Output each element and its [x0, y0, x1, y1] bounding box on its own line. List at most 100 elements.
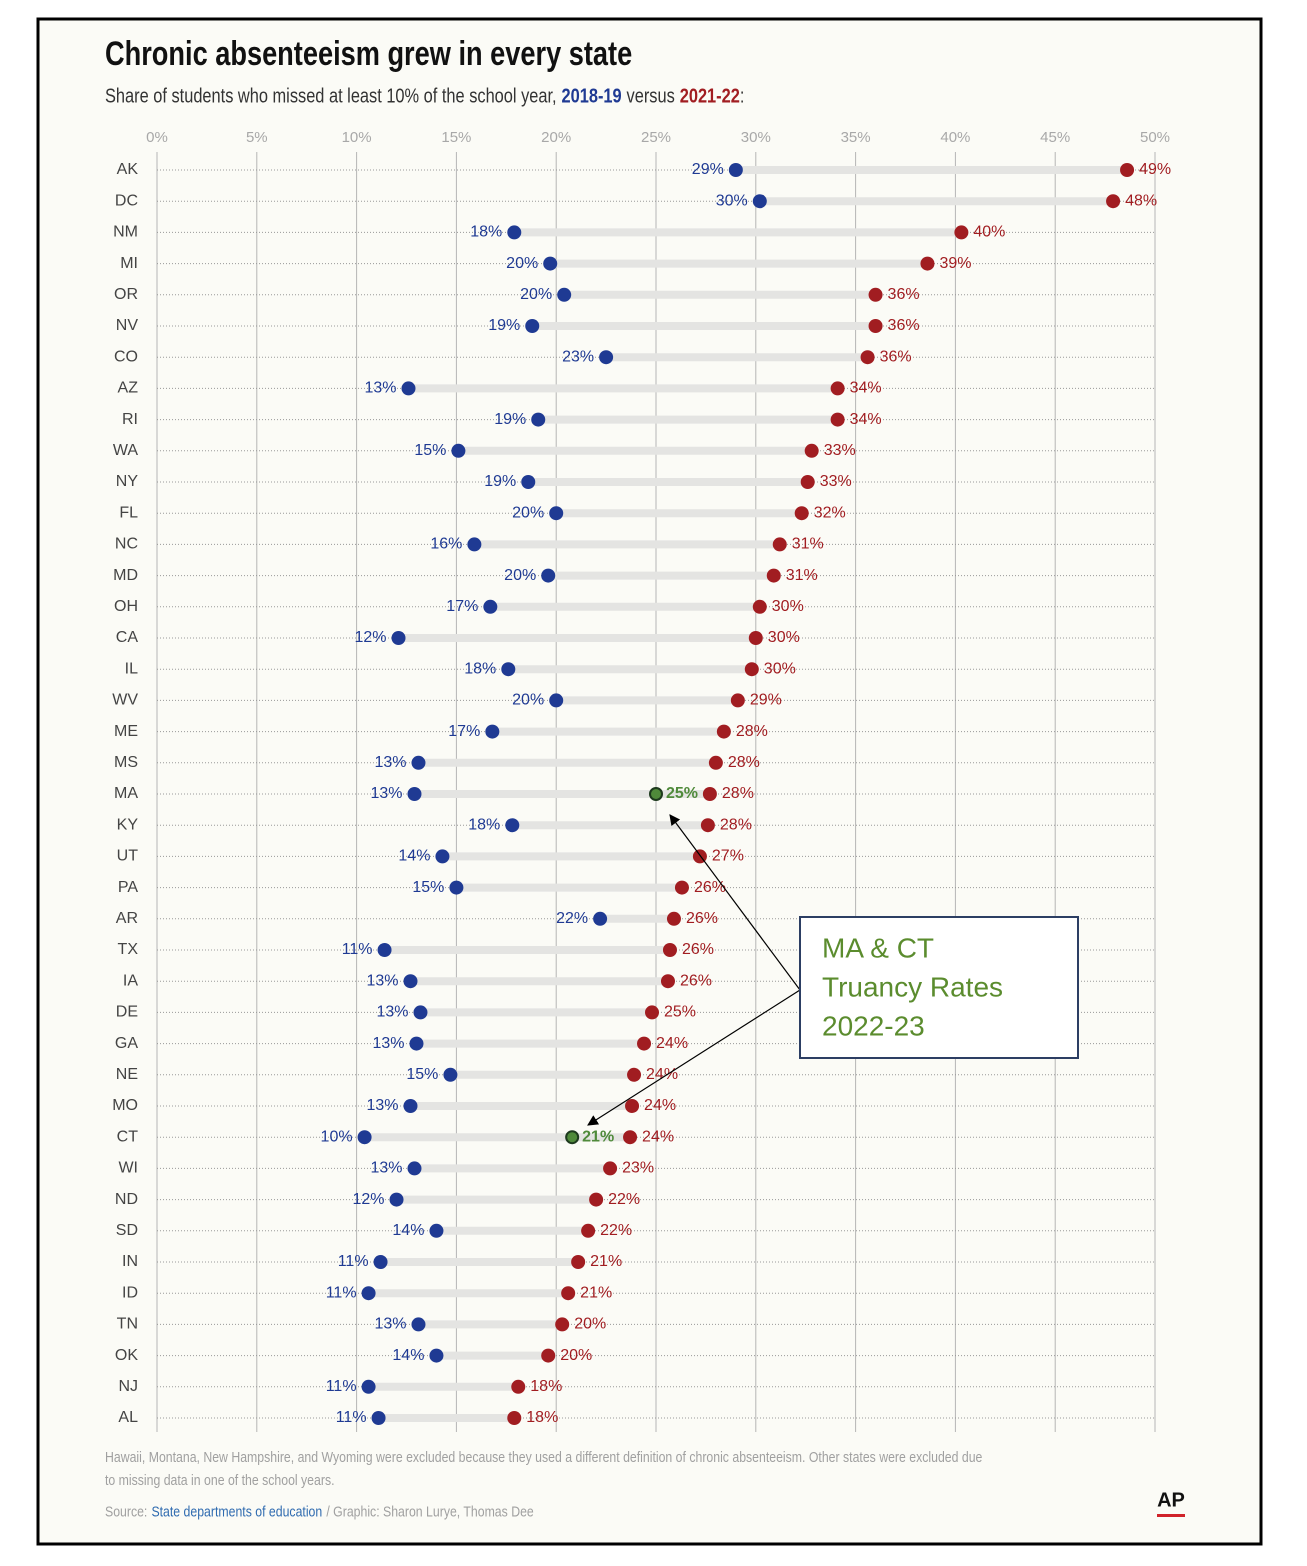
- dot: [507, 1411, 522, 1425]
- y-tick-label: NC: [115, 536, 138, 553]
- highlight-dot: [649, 787, 663, 801]
- y-tick-label: DE: [116, 1004, 138, 1021]
- value-label: 15%: [412, 879, 444, 896]
- dot: [531, 412, 546, 427]
- value-label: 16%: [430, 536, 462, 553]
- dot: [411, 755, 426, 770]
- value-label: 23%: [622, 1160, 654, 1177]
- value-label: 33%: [824, 442, 856, 459]
- x-tick-label: 15%: [441, 129, 471, 146]
- value-label: 26%: [686, 910, 718, 927]
- y-tick-label: OK: [115, 1347, 138, 1364]
- dot: [660, 974, 675, 989]
- dot: [543, 256, 558, 271]
- y-tick-label: UT: [117, 848, 139, 865]
- value-label: 24%: [644, 1097, 676, 1114]
- subtitle-series: 2018-19: [562, 84, 622, 107]
- y-tick-label: WA: [113, 442, 139, 459]
- y-tick-label: RI: [122, 411, 138, 428]
- value-label: 21%: [580, 1284, 612, 1301]
- dot: [581, 1223, 596, 1238]
- dot: [541, 568, 556, 583]
- y-tick-label: AL: [118, 1409, 138, 1426]
- dot: [766, 568, 781, 583]
- value-label: 30%: [772, 598, 804, 615]
- dot: [772, 537, 787, 552]
- dot: [830, 412, 845, 427]
- x-tick-label: 5%: [246, 129, 268, 146]
- value-label: 24%: [642, 1128, 674, 1145]
- value-label: 28%: [720, 816, 752, 833]
- dot: [674, 880, 689, 895]
- value-label: 20%: [560, 1347, 592, 1364]
- value-label: 21%: [590, 1253, 622, 1270]
- value-label: 13%: [364, 380, 396, 397]
- source-credit: / Graphic: Sharon Lurye, Thomas Dee: [326, 1503, 534, 1519]
- dot: [451, 443, 466, 458]
- subtitle-text: Share of students who missed at least 10…: [105, 84, 557, 107]
- dot: [435, 849, 450, 864]
- dot: [407, 787, 422, 801]
- highlight-dot: [565, 1130, 580, 1145]
- dot: [401, 381, 416, 396]
- dot: [954, 225, 969, 240]
- y-tick-label: KY: [117, 816, 139, 833]
- source: Source: State departments of education / G…: [105, 1503, 534, 1519]
- dot: [920, 256, 935, 271]
- dot: [860, 350, 875, 365]
- value-label: 17%: [446, 598, 478, 615]
- value-label: 13%: [366, 1097, 398, 1114]
- chart-subtitle: Share of students who missed at least 10…: [105, 84, 744, 107]
- x-tick-label: 45%: [1040, 129, 1070, 146]
- footnote: Hawaii, Montana, New Hampshire, and Wyom…: [105, 1449, 983, 1465]
- value-label: 19%: [494, 411, 526, 428]
- dot: [371, 1411, 386, 1425]
- value-label: 12%: [354, 629, 386, 646]
- value-label: 27%: [712, 848, 744, 865]
- value-label: 11%: [326, 1378, 357, 1395]
- value-label: 13%: [372, 1035, 404, 1052]
- subtitle-text: :: [740, 84, 745, 107]
- dot: [728, 163, 743, 177]
- dot: [730, 693, 745, 708]
- dot: [752, 599, 767, 614]
- dot: [483, 599, 498, 614]
- y-tick-label: ME: [114, 723, 138, 740]
- x-tick-label: 35%: [841, 129, 871, 146]
- value-label: 28%: [736, 723, 768, 740]
- dot: [1120, 163, 1135, 177]
- y-tick-label: SD: [116, 1222, 138, 1239]
- value-label: 26%: [680, 972, 712, 989]
- value-label: 23%: [562, 348, 594, 365]
- dot: [449, 880, 464, 895]
- y-tick-label: PA: [118, 879, 138, 896]
- dot: [599, 350, 614, 365]
- dot: [525, 319, 540, 333]
- value-label: 34%: [850, 380, 882, 397]
- value-label: 36%: [880, 348, 912, 365]
- value-label: 31%: [792, 536, 824, 553]
- value-label: 30%: [764, 660, 796, 677]
- dot: [748, 631, 763, 645]
- annotation-text: Truancy Rates: [822, 971, 1003, 1002]
- dot: [357, 1130, 372, 1145]
- dot: [541, 1348, 556, 1363]
- dot: [752, 194, 767, 209]
- dot: [804, 443, 819, 458]
- dot: [637, 1036, 652, 1051]
- dot: [409, 1036, 424, 1051]
- y-tick-label: MO: [112, 1097, 138, 1114]
- value-label: 19%: [484, 473, 516, 490]
- dot: [702, 787, 717, 801]
- dot: [361, 1379, 376, 1394]
- value-label: 15%: [406, 1066, 438, 1083]
- value-label: 14%: [392, 1347, 424, 1364]
- source-link[interactable]: State departments of education: [151, 1503, 322, 1519]
- value-label: 17%: [448, 723, 480, 740]
- y-tick-label: NE: [116, 1066, 138, 1083]
- value-label: 11%: [338, 1253, 369, 1270]
- dot: [744, 662, 759, 677]
- dot: [561, 1286, 576, 1301]
- annotation-text: 2022-23: [822, 1010, 925, 1041]
